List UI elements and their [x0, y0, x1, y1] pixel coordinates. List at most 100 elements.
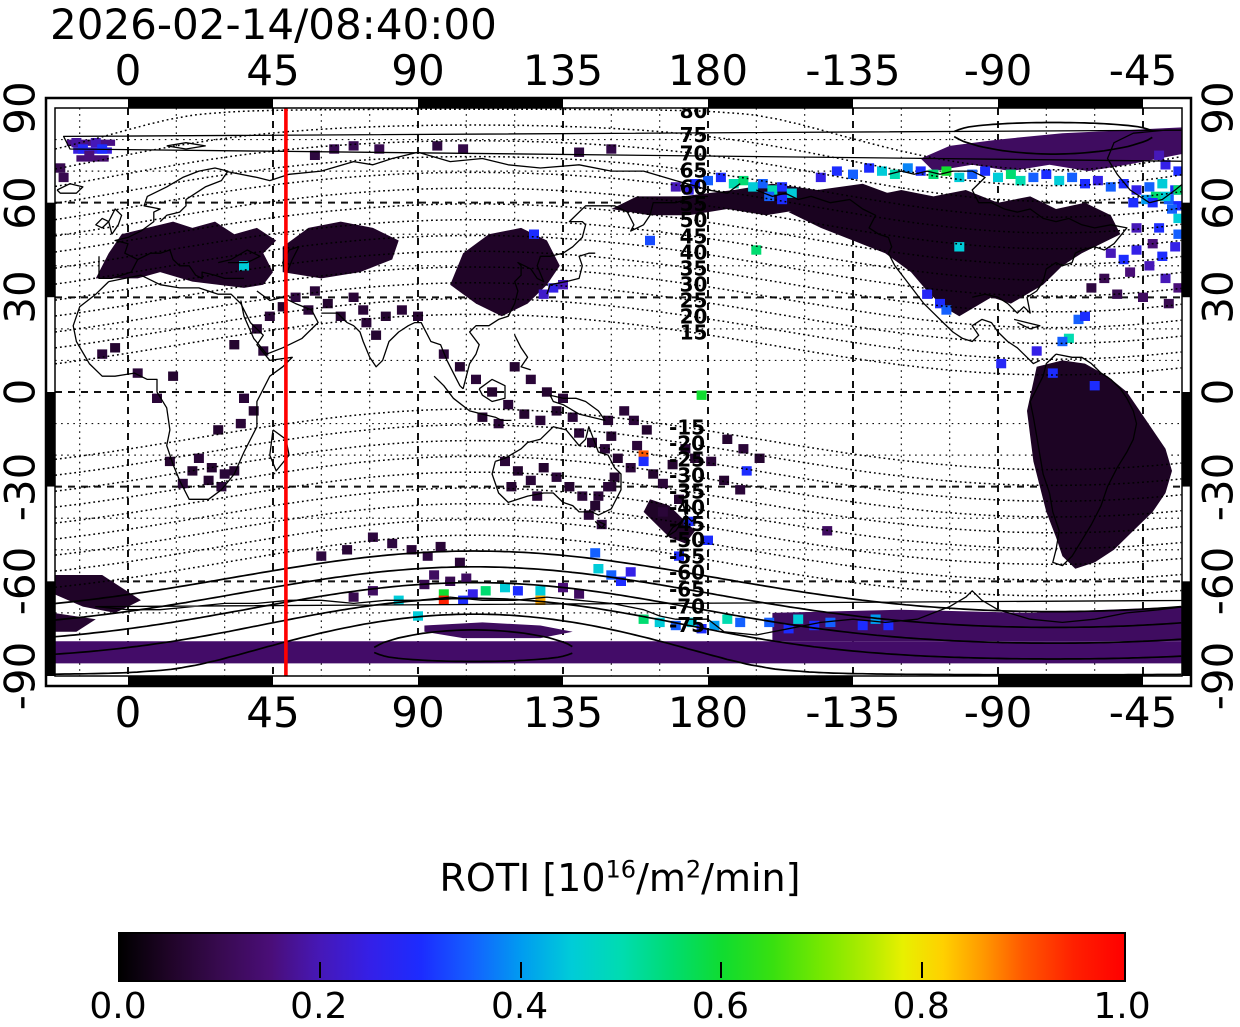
data-cell [371, 331, 381, 340]
data-cell [84, 151, 94, 160]
contour-label--75: -75 [669, 613, 705, 637]
coastline [96, 218, 109, 228]
data-cell [342, 545, 352, 554]
data-cell [1080, 179, 1090, 188]
data-cell [742, 466, 752, 475]
data-cell [658, 479, 668, 488]
data-cell [1054, 176, 1064, 185]
data-region-europe [96, 222, 276, 288]
frame-band [1143, 98, 1182, 108]
frame-band [46, 581, 55, 676]
data-cell [1090, 381, 1100, 390]
data-cell [593, 564, 603, 573]
data-cell [481, 586, 491, 595]
data-cell [487, 387, 497, 396]
data-cell [458, 144, 468, 153]
data-cell [632, 441, 642, 450]
red-meridian-line [284, 108, 288, 676]
data-cell [1048, 368, 1058, 377]
data-cell [513, 586, 523, 595]
data-cell [358, 305, 368, 314]
data-cell [506, 482, 516, 491]
data-cell [526, 476, 536, 485]
frame-band [1182, 297, 1191, 392]
frame-band [1182, 581, 1191, 676]
data-cell [613, 454, 623, 463]
data-cell [236, 419, 246, 428]
data-cell [1157, 252, 1167, 261]
data-cell [552, 406, 562, 415]
frame-band [55, 98, 128, 108]
data-cell [735, 618, 745, 627]
contour-label-75: 75 [680, 123, 708, 147]
frame-band [853, 676, 998, 686]
data-cell [526, 375, 536, 384]
data-cell [1106, 249, 1116, 258]
data-cell [455, 558, 465, 567]
data-cell [564, 482, 574, 491]
coastline [109, 209, 122, 234]
data-cell [535, 586, 545, 595]
data-cell [265, 312, 275, 321]
data-cell [535, 416, 545, 425]
coastline [73, 275, 292, 499]
data-cell [1032, 346, 1042, 355]
data-cell [1170, 242, 1180, 251]
data-cell [458, 596, 468, 605]
data-cell [532, 491, 542, 500]
data-cell [1119, 255, 1129, 264]
data-cell [590, 501, 600, 510]
data-cell [1125, 267, 1135, 276]
frame-band [1143, 676, 1182, 686]
data-cell [980, 166, 990, 175]
data-cell [220, 469, 230, 478]
data-cell [1128, 198, 1138, 207]
data-cell [864, 163, 874, 172]
data-cell [574, 148, 584, 157]
frame-band [128, 676, 273, 686]
data-cell [722, 435, 732, 444]
frame-band [46, 108, 55, 203]
data-cell [996, 359, 1006, 368]
data-cell [929, 170, 939, 179]
frame-band [46, 392, 55, 487]
data-cell [387, 539, 397, 548]
data-cell [429, 570, 439, 579]
data-cell [59, 173, 69, 182]
data-cell [1041, 170, 1051, 179]
data-cell [471, 375, 481, 384]
data-cell [1028, 173, 1038, 182]
data-cell [1132, 185, 1142, 194]
data-cell [738, 444, 748, 453]
frame-band [563, 676, 708, 686]
data-cell [626, 567, 636, 576]
frame-band [1182, 487, 1191, 582]
data-cell [513, 466, 523, 475]
maglat-contour--50 [55, 520, 1181, 581]
data-cell [368, 586, 378, 595]
data-cell [916, 166, 926, 175]
data-cell [706, 457, 716, 466]
frame-band [46, 297, 55, 392]
data-cell [658, 507, 668, 516]
data-cell [1157, 179, 1167, 188]
data-cell [697, 391, 707, 400]
data-cell [590, 548, 600, 557]
coastline [167, 143, 206, 149]
data-cell [603, 482, 613, 491]
data-cell [455, 362, 465, 371]
coastline [225, 152, 741, 193]
data-cell [954, 173, 964, 182]
data-cell [1154, 223, 1164, 232]
map-area: 1520253035404550556065707580-15-20-25-30… [54, 99, 1240, 676]
data-cell [110, 343, 120, 352]
data-cell [539, 463, 549, 472]
data-cell [500, 583, 510, 592]
data-cell [381, 312, 391, 321]
data-cell [461, 574, 471, 583]
data-cell [349, 592, 359, 601]
data-cell [890, 170, 900, 179]
frame-band [1182, 392, 1191, 487]
